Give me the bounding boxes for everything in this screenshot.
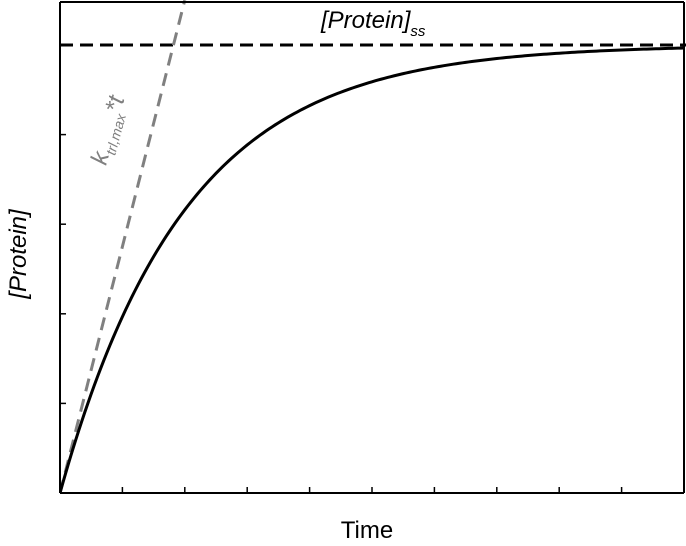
axes [59,1,685,494]
protein-accumulation-curve [60,46,685,493]
y-ticks [60,44,66,405]
steady-state-annotation: [Protein]ss [320,7,426,40]
slope-subscript: trl,max [102,111,129,157]
initial-slope-dashed-line [60,0,187,493]
steady-state-main: [Protein] [320,7,412,34]
slope-tail: *t [100,92,131,116]
x-axis-label: Time [341,517,393,544]
plot-lines [60,0,686,493]
initial-slope-annotation: ktrl,max*t [86,92,134,169]
steady-state-subscript: ss [410,23,426,40]
y-axis-label: [Protein] [5,208,32,300]
x-ticks [121,487,623,493]
